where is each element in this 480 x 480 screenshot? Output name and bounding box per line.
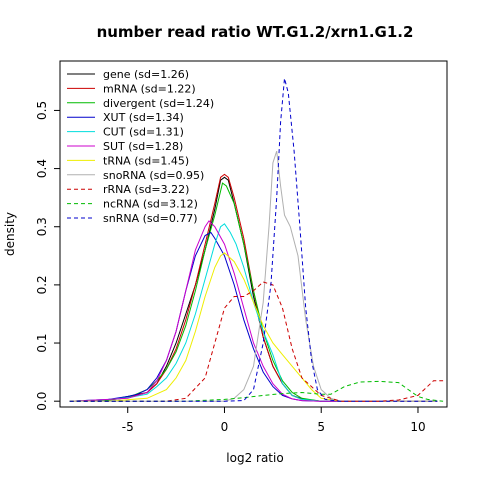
series-line-6 bbox=[69, 252, 438, 402]
series-line-2 bbox=[69, 182, 438, 402]
legend-label-9: ncRNA (sd=3.12) bbox=[103, 198, 198, 211]
x-axis-label: log2 ratio bbox=[226, 451, 283, 465]
series-line-3 bbox=[69, 231, 438, 402]
legend-label-3: XUT (sd=1.34) bbox=[103, 111, 184, 124]
y-tick-label-1: 0.1 bbox=[35, 333, 49, 352]
x-tick-label-2: 5 bbox=[317, 420, 325, 434]
y-axis: 0.0 0.1 0.2 0.3 0.4 0.5 bbox=[35, 101, 61, 411]
x-axis: -5 0 5 10 bbox=[122, 406, 426, 434]
plot-lines bbox=[69, 78, 444, 402]
y-tick-label-2: 0.2 bbox=[35, 275, 49, 294]
legend: gene (sd=1.26)mRNA (sd=1.22) divergent (s… bbox=[67, 68, 214, 225]
series-line-4 bbox=[69, 223, 438, 402]
y-axis-label: density bbox=[3, 212, 17, 256]
chart-title: number read ratio WT.G1.2/xrn1.G1.2 bbox=[97, 23, 414, 41]
series-line-9 bbox=[69, 380, 444, 402]
legend-label-10: snRNA (sd=0.77) bbox=[103, 212, 198, 225]
legend-label-5: SUT (sd=1.28) bbox=[103, 140, 183, 153]
legend-label-6: tRNA (sd=1.45) bbox=[103, 154, 189, 167]
x-tick-label-1: 0 bbox=[221, 420, 229, 434]
series-line-7 bbox=[69, 150, 438, 402]
y-tick-label-5: 0.5 bbox=[35, 101, 49, 120]
legend-label-8: rRNA (sd=3.22) bbox=[103, 183, 189, 196]
legend-label-4: CUT (sd=1.31) bbox=[103, 126, 184, 139]
y-tick-label-0: 0.0 bbox=[35, 392, 49, 411]
legend-label-1: mRNA (sd=1.22) bbox=[103, 82, 196, 95]
legend-label-0: gene (sd=1.26) bbox=[103, 68, 189, 81]
legend-label-2: divergent (sd=1.24) bbox=[103, 97, 214, 110]
series-line-8 bbox=[69, 281, 444, 402]
legend-label-7: snoRNA (sd=0.95) bbox=[103, 169, 204, 182]
series-line-5 bbox=[69, 220, 438, 402]
y-tick-label-4: 0.4 bbox=[35, 159, 49, 178]
y-tick-label-3: 0.3 bbox=[35, 217, 49, 236]
x-tick-label-0: -5 bbox=[122, 420, 134, 434]
x-tick-label-3: 10 bbox=[410, 420, 425, 434]
